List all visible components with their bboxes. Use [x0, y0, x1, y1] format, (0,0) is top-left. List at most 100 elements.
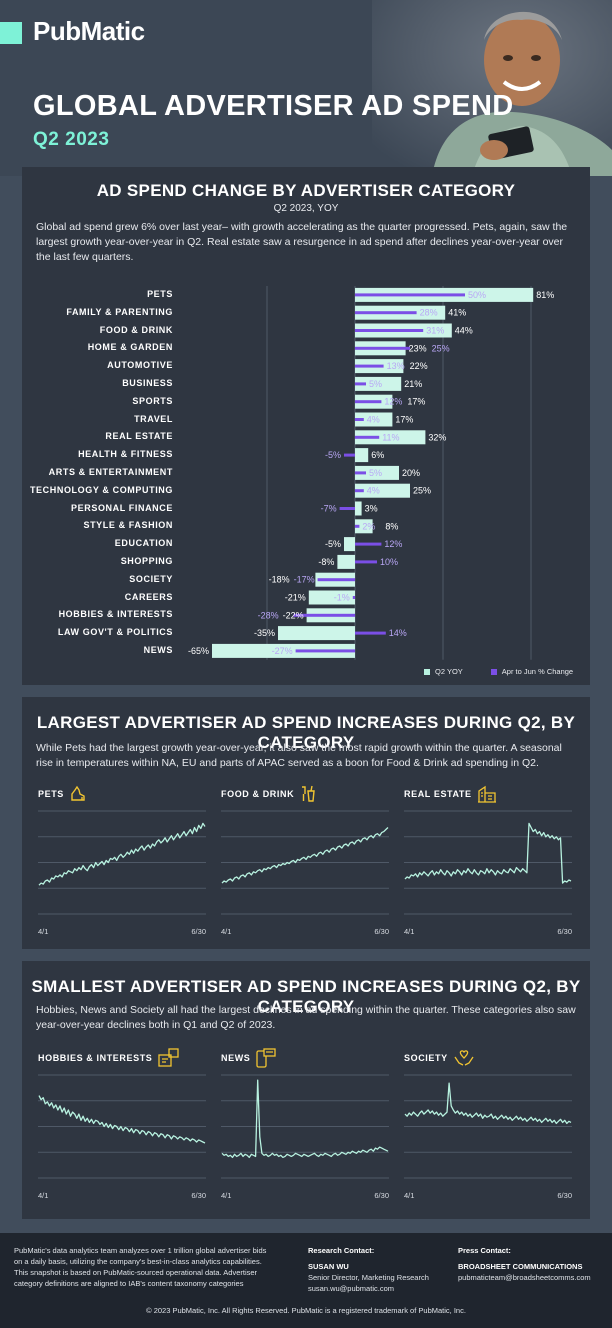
section3-title: SMALLEST ADVERTISER AD SPEND INCREASES D…: [31, 977, 581, 1016]
q2-yoy-value-label: -8%: [318, 557, 334, 567]
mobile-news-icon: [256, 1048, 277, 1068]
q2-yoy-value-label: -22%: [283, 610, 304, 620]
dog-icon: [71, 785, 85, 801]
change-value-label: -5%: [325, 450, 341, 460]
news-line-chart: [221, 1074, 389, 1179]
real-estate-x-end: 6/30: [557, 927, 572, 936]
bar-q2-yoy: [355, 448, 369, 463]
real-estate-mini-chart: REAL ESTATE 4/1 6/30: [404, 783, 572, 936]
category-label: NEWS: [143, 644, 173, 655]
press-email[interactable]: pubmaticteam@broadsheetcomms.com: [458, 1273, 591, 1282]
category-label: SPORTS: [132, 395, 173, 406]
change-value-label: 31%: [426, 326, 444, 336]
section2-body: While Pets had the largest growth year-o…: [36, 742, 562, 769]
press-contact: Press Contact: BROADSHEET COMMUNICATIONS…: [458, 1245, 608, 1283]
trend-line: [221, 1079, 389, 1159]
news-mini-chart: NEWS 4/1 6/30: [221, 1047, 389, 1200]
society-chart-title: SOCIETY: [404, 1053, 448, 1063]
bar-apr-jun-change: [293, 613, 355, 617]
pets-mini-chart: PETS 4/1 6/30: [38, 783, 206, 936]
real-estate-chart-title: REAL ESTATE: [404, 789, 472, 799]
change-value-label: 4%: [367, 415, 380, 425]
q2-yoy-value-label: -35%: [254, 628, 275, 638]
pets-line-chart: [38, 810, 206, 915]
q2-yoy-value-label: 32%: [428, 432, 446, 442]
change-value-label: 25%: [432, 343, 450, 353]
hobbies-x-end: 6/30: [191, 1191, 206, 1200]
page-subtitle: Q2 2023: [33, 129, 110, 150]
bar-apr-jun-change: [355, 382, 366, 386]
brand-logo: PubMatic: [33, 16, 145, 46]
section1-title: AD SPEND CHANGE BY ADVERTISER CATEGORY: [96, 181, 516, 200]
bar-q2-yoy: [355, 430, 426, 445]
change-value-label: 12%: [384, 397, 402, 407]
legend-label-change: Apr to Jun % Change: [501, 667, 574, 676]
press-heading: Press Contact:: [458, 1246, 511, 1255]
change-value-label: 10%: [380, 557, 398, 567]
change-value-label: 28%: [420, 308, 438, 318]
society-mini-chart: SOCIETY 4/1 6/30: [404, 1047, 572, 1200]
ad-spend-change-panel: AD SPEND CHANGE BY ADVERTISER CATEGORY Q…: [22, 167, 590, 685]
category-label: ARTS & ENTERTAINMENT: [48, 466, 173, 477]
legend-label-q2: Q2 YOY: [435, 667, 463, 676]
q2-yoy-value-label: 3%: [365, 504, 378, 514]
bar-apr-jun-change: [355, 364, 384, 368]
bar-q2-yoy: [355, 465, 399, 480]
hero-banner: PubMatic GLOBAL ADVERTISER AD SPEND Q2 2…: [0, 0, 612, 176]
building-icon: [477, 785, 496, 803]
pets-chart-title: PETS: [38, 789, 64, 799]
category-label: FOOD & DRINK: [99, 324, 173, 335]
q2-yoy-value-label: 25%: [413, 486, 431, 496]
research-contact: Research Contact: SUSAN WU Senior Direct…: [308, 1245, 448, 1294]
section2-title: LARGEST ADVERTISER AD SPEND INCREASES DU…: [36, 713, 576, 752]
logo-mark: [0, 22, 22, 44]
real-estate-x-start: 4/1: [404, 927, 415, 936]
q2-yoy-value-label: -18%: [269, 575, 290, 585]
food-drink-x-end: 6/30: [374, 927, 389, 936]
page-title: GLOBAL ADVERTISER AD SPEND: [33, 90, 514, 122]
bar-apr-jun-change: [339, 507, 355, 510]
bar-apr-jun-change: [295, 649, 355, 653]
research-name: SUSAN WU: [308, 1262, 349, 1271]
hands-heart-icon: [454, 1050, 474, 1066]
section3-body: Hobbies, News and Society all had the la…: [36, 1004, 576, 1031]
bar-apr-jun-change: [355, 435, 380, 439]
category-label: FAMILY & PARENTING: [66, 306, 173, 317]
bar-apr-jun-change: [355, 311, 417, 315]
hobbies-chart-title: HOBBIES & INTERESTS: [38, 1053, 153, 1063]
category-label: PETS: [147, 288, 173, 299]
bar-apr-jun-change: [355, 346, 410, 350]
bar-q2-yoy: [344, 537, 355, 552]
change-value-label: 11%: [382, 432, 399, 442]
bar-apr-jun-change: [344, 453, 355, 457]
research-email[interactable]: susan.wu@pubmatic.com: [308, 1284, 394, 1293]
society-x-end: 6/30: [557, 1191, 572, 1200]
pets-x-start: 4/1: [38, 927, 49, 936]
bar-q2-yoy: [212, 643, 355, 658]
news-chart-title: NEWS: [221, 1053, 251, 1063]
q2-yoy-value-label: 21%: [404, 379, 422, 389]
news-x-end: 6/30: [374, 1191, 389, 1200]
q2-yoy-value-label: -65%: [188, 646, 209, 656]
society-x-start: 4/1: [404, 1191, 415, 1200]
real-estate-line-chart: [404, 810, 572, 915]
q2-yoy-value-label: 23%: [409, 343, 427, 353]
q2-yoy-value-label: 17%: [407, 397, 425, 407]
society-line-chart: [404, 1074, 572, 1179]
hobbies-x-start: 4/1: [38, 1191, 49, 1200]
legend-swatch-change: [490, 668, 497, 675]
trend-line: [221, 827, 389, 884]
category-label: SOCIETY: [129, 573, 173, 584]
bar-apr-jun-change: [355, 400, 382, 404]
research-heading: Research Contact:: [308, 1246, 375, 1255]
change-value-label: 14%: [389, 628, 407, 638]
q2-yoy-value-label: 44%: [455, 326, 473, 336]
food-drink-icon: [302, 785, 315, 802]
bar-apr-jun-change: [355, 418, 364, 421]
q2-yoy-value-label: 22%: [410, 361, 428, 371]
trend-line: [404, 1082, 572, 1125]
category-label: SHOPPING: [120, 555, 173, 566]
change-value-label: 50%: [468, 290, 486, 300]
q2-yoy-value-label: 6%: [371, 450, 384, 460]
bar-q2-yoy: [337, 554, 355, 569]
